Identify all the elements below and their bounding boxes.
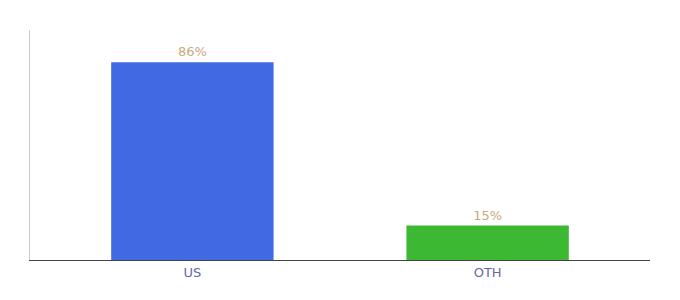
svg-text:15%: 15% (473, 208, 502, 223)
svg-text:US: US (183, 265, 201, 280)
svg-text:86%: 86% (178, 44, 207, 59)
svg-text:OTH: OTH (474, 265, 502, 280)
